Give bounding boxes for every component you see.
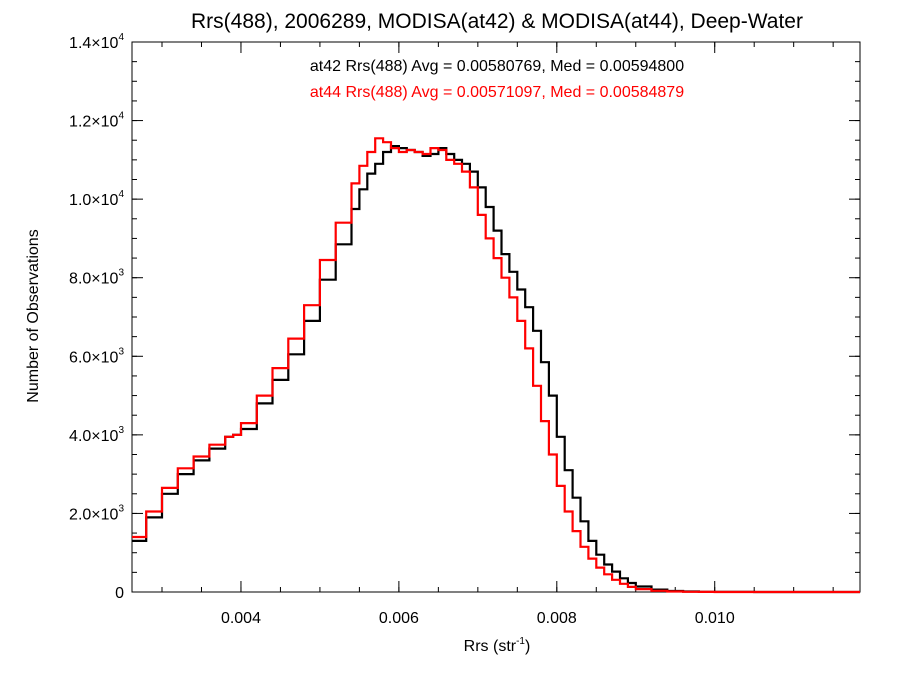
y-tick-label: 0 <box>115 585 124 602</box>
x-axis-label-close: ) <box>525 638 530 655</box>
annotation-at42: at42 Rrs(488) Avg = 0.00580769, Med = 0.… <box>310 58 684 75</box>
x-tick-label: 0.006 <box>379 610 419 627</box>
y-tick-label: 1.4×104 <box>69 32 124 52</box>
plot-area <box>131 41 861 594</box>
plot-frame <box>131 41 861 593</box>
x-tick-label: 0.008 <box>537 610 577 627</box>
y-tick-label: 1.0×104 <box>69 189 124 209</box>
y-tick-label: 6.0×103 <box>69 346 124 366</box>
series-line-1 <box>132 137 860 594</box>
x-axis-label-text: Rrs (str <box>464 638 517 655</box>
y-axis-label: Number of Observations <box>25 229 42 402</box>
x-axis-label: Rrs (str-1) <box>464 636 531 655</box>
axis-ticks <box>132 41 860 593</box>
y-tick-label: 1.2×104 <box>69 111 124 131</box>
series-line-0 <box>132 145 860 594</box>
x-tick-label: 0.010 <box>695 610 735 627</box>
chart-title: Rrs(488), 2006289, MODISA(at42) & MODISA… <box>191 10 803 33</box>
y-tick-labels: 0 2.0×103 4.0×103 6.0×103 8.0×103 1.0×104 1.2×… <box>69 32 124 602</box>
series-lines <box>132 137 860 594</box>
y-tick-label: 8.0×103 <box>69 268 124 288</box>
x-axis-label-sup: -1 <box>516 636 525 647</box>
annotation-at44: at44 Rrs(488) Avg = 0.00571097, Med = 0.… <box>310 84 684 101</box>
x-tick-label: 0.004 <box>221 610 261 627</box>
x-tick-labels: 0.004 0.006 0.008 0.010 <box>221 610 735 627</box>
y-tick-label: 4.0×103 <box>69 425 124 445</box>
y-tick-label: 2.0×103 <box>69 503 124 523</box>
